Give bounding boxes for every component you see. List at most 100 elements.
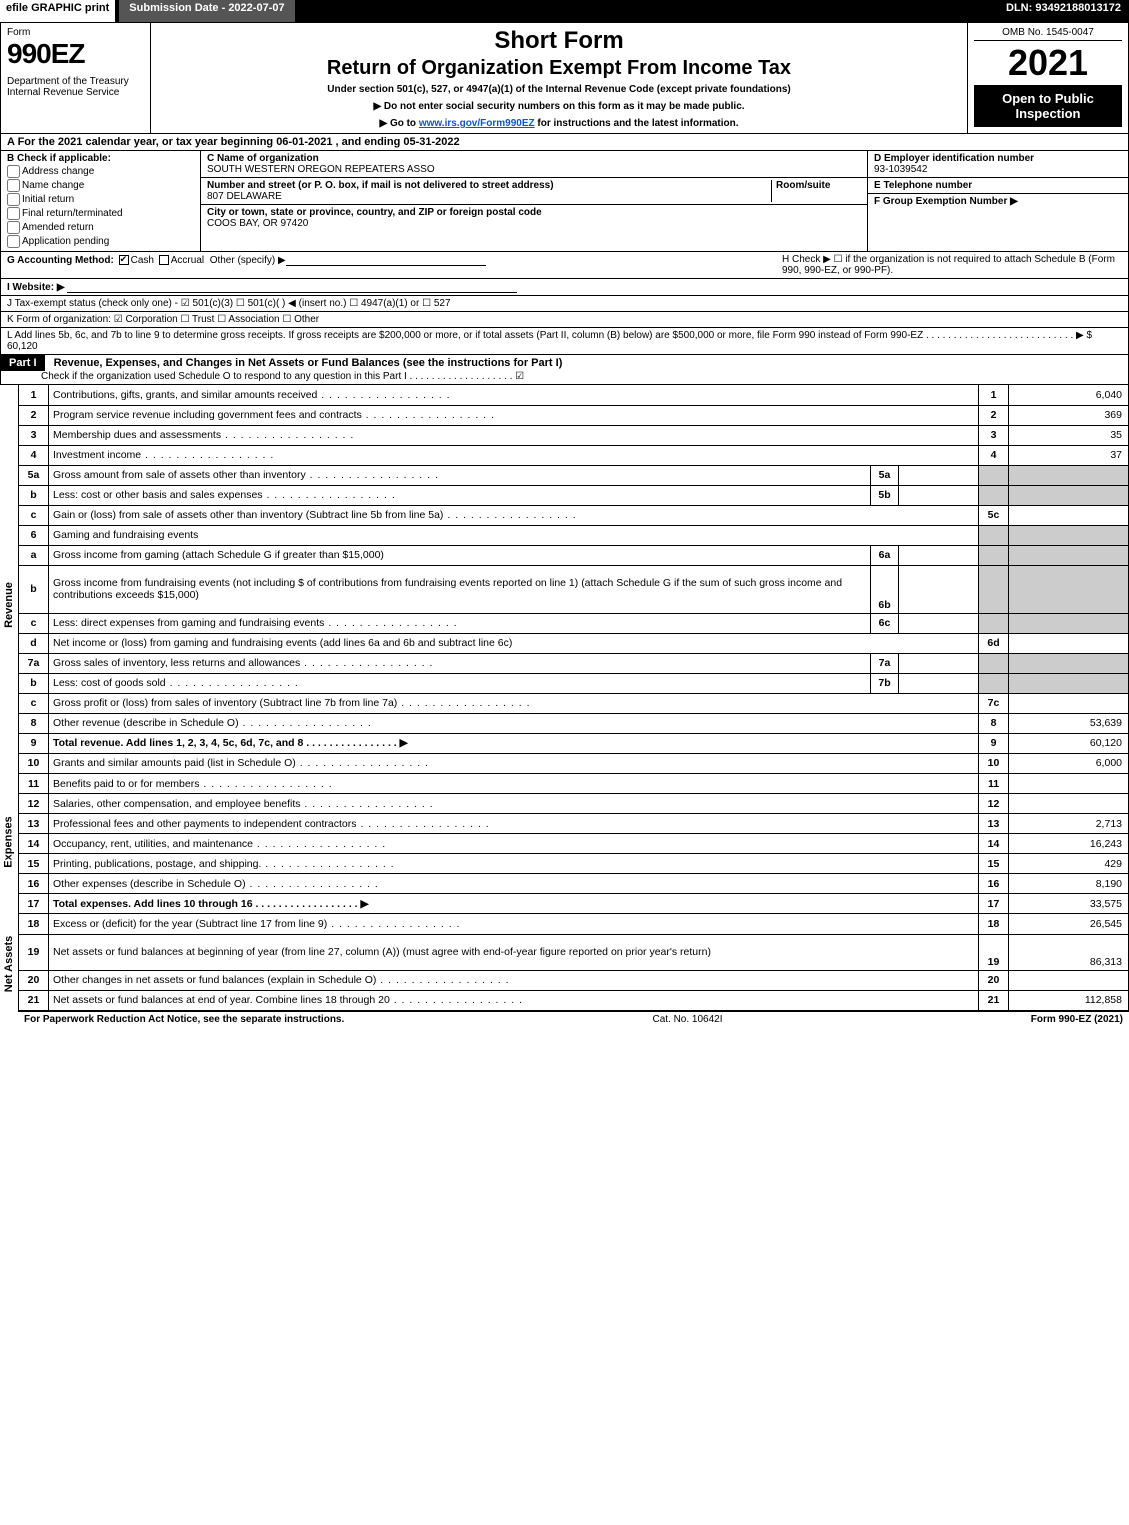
- row-18: 18Excess or (deficit) for the year (Subt…: [19, 914, 1129, 934]
- return-title: Return of Organization Exempt From Incom…: [157, 57, 961, 80]
- website-input[interactable]: [67, 281, 517, 293]
- chk-initial-return[interactable]: Initial return: [7, 193, 194, 206]
- footer-cat-no: Cat. No. 10642I: [344, 1014, 1030, 1025]
- revenue-side-label: Revenue: [3, 582, 15, 628]
- short-form-title: Short Form: [157, 27, 961, 55]
- chk-name-change[interactable]: Name change: [7, 179, 194, 192]
- row-21: 21Net assets or fund balances at end of …: [19, 990, 1129, 1010]
- open-to-public-badge: Open to Public Inspection: [974, 85, 1122, 127]
- line-g-h: G Accounting Method: Cash Accrual Other …: [0, 252, 1129, 279]
- street-value: 807 DELAWARE: [207, 191, 282, 202]
- form-number: 990EZ: [7, 38, 144, 70]
- line-j-tax-exempt: J Tax-exempt status (check only one) - ☑…: [0, 296, 1129, 312]
- city-value: COOS BAY, OR 97420: [207, 218, 308, 229]
- row-20: 20Other changes in net assets or fund ba…: [19, 970, 1129, 990]
- row-14: 14Occupancy, rent, utilities, and mainte…: [19, 834, 1129, 854]
- part-1-tab: Part I: [1, 355, 45, 371]
- row-5b: bLess: cost or other basis and sales exp…: [19, 485, 1129, 505]
- title-block: Short Form Return of Organization Exempt…: [151, 23, 968, 133]
- irs-link[interactable]: www.irs.gov/Form990EZ: [419, 118, 535, 129]
- net-assets-side-label: Net Assets: [3, 936, 15, 992]
- row-5c: cGain or (loss) from sale of assets othe…: [19, 505, 1129, 525]
- row-2: 2Program service revenue including gover…: [19, 405, 1129, 425]
- row-19: 19Net assets or fund balances at beginni…: [19, 934, 1129, 970]
- row-11: 11Benefits paid to or for members11: [19, 774, 1129, 794]
- row-4: 4Investment income437: [19, 445, 1129, 465]
- part-1-title: Revenue, Expenses, and Changes in Net As…: [54, 357, 563, 369]
- line-i-website: I Website: ▶: [0, 279, 1129, 296]
- row-6d: dNet income or (loss) from gaming and fu…: [19, 633, 1129, 653]
- cash-label: Cash: [131, 255, 154, 266]
- tax-year: 2021: [974, 45, 1122, 81]
- street-label: Number and street (or P. O. box, if mail…: [207, 180, 554, 191]
- section-b-checkboxes: B Check if applicable: Address change Na…: [1, 151, 201, 251]
- chk-final-return[interactable]: Final return/terminated: [7, 207, 194, 220]
- other-specify-input[interactable]: [286, 254, 486, 266]
- row-6: 6Gaming and fundraising events: [19, 525, 1129, 545]
- efile-print-label[interactable]: efile GRAPHIC print: [0, 0, 115, 22]
- city-label: City or town, state or province, country…: [207, 207, 542, 218]
- no-ssn-instruction: ▶ Do not enter social security numbers o…: [157, 101, 961, 112]
- part-1-subtitle: Check if the organization used Schedule …: [1, 371, 1128, 384]
- chk-amended-return[interactable]: Amended return: [7, 221, 194, 234]
- section-c-org: C Name of organization SOUTH WESTERN ORE…: [201, 151, 868, 251]
- form-header: Form 990EZ Department of the Treasury In…: [0, 22, 1129, 134]
- form-word: Form: [7, 27, 144, 38]
- dln-label: DLN: 93492188013172: [998, 0, 1129, 22]
- line-l-amount: 60,120: [7, 341, 38, 352]
- revenue-table: 1Contributions, gifts, grants, and simil…: [18, 385, 1129, 754]
- line-l-text: L Add lines 5b, 6c, and 7b to line 9 to …: [7, 330, 1092, 341]
- org-name-value: SOUTH WESTERN OREGON REPEATERS ASSO: [207, 164, 435, 175]
- part-1-header: Part I Revenue, Expenses, and Changes in…: [0, 355, 1129, 385]
- row-13: 13Professional fees and other payments t…: [19, 814, 1129, 834]
- chk-application-pending[interactable]: Application pending: [7, 235, 194, 248]
- expenses-side-label: Expenses: [3, 816, 15, 867]
- telephone-label: E Telephone number: [874, 180, 972, 191]
- line-l-gross-receipts: L Add lines 5b, 6c, and 7b to line 9 to …: [0, 328, 1129, 355]
- chk-cash[interactable]: [119, 255, 129, 265]
- row-17: 17Total expenses. Add lines 10 through 1…: [19, 894, 1129, 914]
- org-name-label: C Name of organization: [207, 153, 319, 164]
- org-info-grid: B Check if applicable: Address change Na…: [0, 151, 1129, 252]
- footer-form-ref: Form 990-EZ (2021): [1031, 1014, 1123, 1025]
- row-7a: 7aGross sales of inventory, less returns…: [19, 653, 1129, 673]
- top-bar: efile GRAPHIC print Submission Date - 20…: [0, 0, 1129, 22]
- ein-label: D Employer identification number: [874, 153, 1034, 164]
- chk-address-change[interactable]: Address change: [7, 165, 194, 178]
- row-15: 15Printing, publications, postage, and s…: [19, 854, 1129, 874]
- section-def: D Employer identification number 93-1039…: [868, 151, 1128, 251]
- footer-paperwork-notice: For Paperwork Reduction Act Notice, see …: [24, 1014, 344, 1025]
- row-6a: aGross income from gaming (attach Schedu…: [19, 545, 1129, 565]
- section-b-title: B Check if applicable:: [7, 153, 111, 164]
- room-suite-label: Room/suite: [776, 180, 830, 191]
- other-specify-label: Other (specify) ▶: [210, 255, 286, 266]
- row-12: 12Salaries, other compensation, and empl…: [19, 794, 1129, 814]
- submission-date: Submission Date - 2022-07-07: [119, 0, 294, 22]
- year-block: OMB No. 1545-0047 2021 Open to Public In…: [968, 23, 1128, 133]
- row-8: 8Other revenue (describe in Schedule O)8…: [19, 713, 1129, 733]
- row-6b: bGross income from fundraising events (n…: [19, 565, 1129, 613]
- form-id-block: Form 990EZ Department of the Treasury In…: [1, 23, 151, 133]
- group-exemption-label: F Group Exemption Number ▶: [874, 196, 1018, 207]
- under-section-text: Under section 501(c), 527, or 4947(a)(1)…: [157, 84, 961, 95]
- net-assets-table: 18Excess or (deficit) for the year (Subt…: [18, 914, 1129, 1011]
- page-footer: For Paperwork Reduction Act Notice, see …: [18, 1011, 1129, 1027]
- row-7b: bLess: cost of goods sold7b: [19, 673, 1129, 693]
- website-label: I Website: ▶: [7, 282, 65, 293]
- omb-number: OMB No. 1545-0047: [974, 27, 1122, 41]
- row-9: 9Total revenue. Add lines 1, 2, 3, 4, 5c…: [19, 733, 1129, 753]
- row-1: 1Contributions, gifts, grants, and simil…: [19, 385, 1129, 405]
- expenses-table: 10Grants and similar amounts paid (list …: [18, 754, 1129, 915]
- chk-accrual[interactable]: [159, 255, 169, 265]
- line-h-schedule-b: H Check ▶ ☐ if the organization is not r…: [782, 254, 1122, 276]
- ein-value: 93-1039542: [874, 164, 927, 175]
- row-5a: 5aGross amount from sale of assets other…: [19, 465, 1129, 485]
- accounting-method-label: G Accounting Method:: [7, 255, 114, 266]
- row-3: 3Membership dues and assessments335: [19, 425, 1129, 445]
- line-a-tax-year: A For the 2021 calendar year, or tax yea…: [0, 134, 1129, 151]
- row-6c: cLess: direct expenses from gaming and f…: [19, 613, 1129, 633]
- line-k-form-of-org: K Form of organization: ☑ Corporation ☐ …: [0, 312, 1129, 328]
- row-7c: cGross profit or (loss) from sales of in…: [19, 693, 1129, 713]
- department-label: Department of the Treasury Internal Reve…: [7, 76, 144, 98]
- row-16: 16Other expenses (describe in Schedule O…: [19, 874, 1129, 894]
